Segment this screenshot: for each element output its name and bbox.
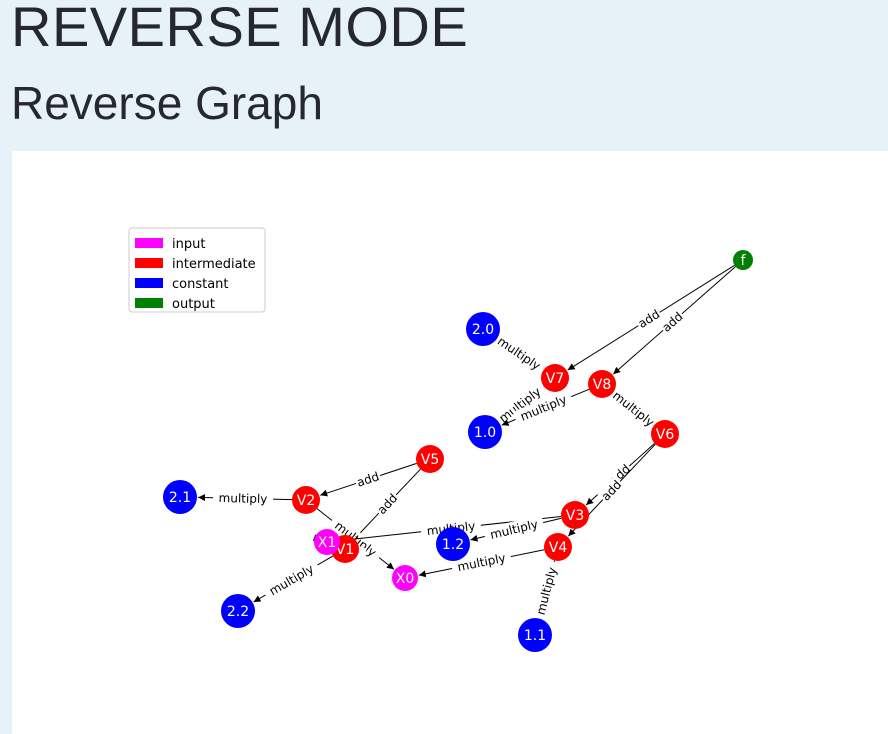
edge-label: multiply — [218, 491, 267, 506]
edge-label-group: add — [634, 305, 664, 332]
node-circle — [392, 565, 418, 591]
edge-label: add — [355, 469, 381, 489]
legend-swatch-input — [135, 238, 163, 248]
edge-label-group: multiply — [490, 330, 549, 377]
node-circle — [314, 529, 340, 555]
node-label: 1.2 — [442, 537, 464, 553]
edge-label: multiply — [267, 562, 316, 599]
edge-label: multiply — [489, 517, 540, 542]
edge-label: add — [659, 309, 685, 334]
node-label: V7 — [546, 371, 564, 387]
edge-label-bg — [531, 559, 561, 622]
edge-label-bg — [212, 489, 274, 507]
node-V7: V7 — [541, 364, 569, 392]
node-label: f — [741, 253, 747, 269]
node-circle — [416, 445, 444, 473]
node-circle — [733, 250, 753, 270]
node-V4: V4 — [544, 533, 572, 561]
legend-swatch-constant — [135, 278, 163, 288]
edge-label-group: multiply — [261, 558, 321, 602]
edge-label-bg — [605, 384, 662, 434]
legend-label-constant: constant — [172, 277, 229, 292]
node-circle — [468, 415, 502, 449]
page-title: REVERSE MODE — [11, 0, 469, 58]
node-label: 1.1 — [524, 628, 546, 644]
page-subtitle: Reverse Graph — [11, 77, 323, 129]
edge-label-group: multiply — [605, 384, 662, 434]
node-circle — [466, 312, 500, 346]
edge-label-group: add — [353, 467, 383, 491]
edge-label-group: multiply — [212, 489, 274, 507]
node-circle — [518, 618, 552, 652]
legend-label-input: input — [172, 237, 205, 252]
legend-label-intermediate: intermediate — [172, 257, 256, 272]
edge-label-bg — [490, 330, 549, 377]
legend-label-output: output — [172, 297, 215, 312]
node-circle — [541, 364, 569, 392]
node-label: X0 — [396, 571, 415, 587]
edge-label-bg — [353, 467, 383, 491]
legend-swatch-output — [135, 298, 163, 308]
node-label: V3 — [566, 508, 584, 524]
edge-label-bg — [491, 380, 549, 429]
node-label: 2.2 — [227, 604, 249, 620]
edge-label-bg — [657, 307, 687, 336]
node-V3: V3 — [561, 501, 589, 529]
edge-label-bg — [373, 489, 402, 518]
node-label: V6 — [656, 427, 675, 443]
node-label: V5 — [421, 452, 439, 468]
edge-label: multiply — [495, 334, 543, 373]
edge-label-bg — [482, 514, 545, 544]
node-c10: 1.0 — [468, 415, 502, 449]
node-label: X1 — [318, 535, 337, 551]
node-X1: X1 — [314, 529, 340, 555]
edge-label-bg — [261, 558, 321, 602]
node-label: 1.0 — [474, 425, 496, 441]
node-V6: V6 — [651, 420, 679, 448]
legend-frame — [128, 227, 266, 313]
node-V5: V5 — [416, 445, 444, 473]
node-circle — [651, 420, 679, 448]
node-label: V1 — [336, 542, 354, 558]
node-f: f — [733, 250, 753, 270]
edge-label-bg — [597, 475, 626, 505]
node-c11: 1.1 — [518, 618, 552, 652]
node-circle — [436, 527, 470, 561]
edge-label-bg — [450, 548, 513, 576]
node-label: 2.1 — [169, 490, 191, 506]
node-c21: 2.1 — [163, 480, 197, 514]
node-c22: 2.2 — [221, 594, 255, 628]
node-circle — [292, 486, 320, 514]
edge-label: multiply — [534, 566, 560, 617]
node-label: V8 — [593, 377, 611, 393]
edge-label-group: multiply — [531, 559, 561, 622]
graph-figure: input intermediate constant output add add mu… — [12, 151, 888, 734]
node-circle — [544, 533, 572, 561]
legend: input intermediate constant output — [128, 227, 266, 313]
node-label: 2.0 — [472, 322, 494, 338]
node-circle — [163, 480, 197, 514]
edge-label-bg — [512, 389, 574, 426]
node-circle — [221, 594, 255, 628]
node-V2: V2 — [292, 486, 320, 514]
node-label: V4 — [549, 540, 568, 556]
edge-label: multiply — [610, 388, 657, 429]
node-circle — [561, 501, 589, 529]
edge-label-group: multiply — [482, 514, 545, 544]
node-V8: V8 — [588, 370, 616, 398]
node-circle — [588, 370, 616, 398]
node-X0: X0 — [392, 565, 418, 591]
legend-swatch-intermediate — [135, 258, 163, 268]
node-c12: 1.2 — [436, 527, 470, 561]
node-label: V2 — [297, 493, 315, 509]
edge-label-bg — [634, 305, 664, 332]
node-c20: 2.0 — [466, 312, 500, 346]
